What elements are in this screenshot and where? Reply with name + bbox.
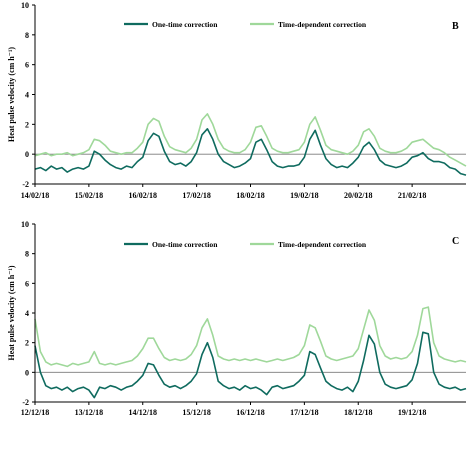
x-tick-label: 18/02/18 bbox=[236, 191, 264, 200]
x-tick-label: 18/12/18 bbox=[344, 408, 372, 417]
legend-label-time-dependent: Time-dependent correction bbox=[278, 240, 367, 249]
x-tick-label: 12/12/18 bbox=[21, 408, 49, 417]
legend-label-time-dependent: Time-dependent correction bbox=[278, 20, 367, 29]
panel-label: C bbox=[452, 236, 459, 247]
x-tick-label: 17/02/18 bbox=[182, 191, 210, 200]
y-tick-label: 6 bbox=[25, 61, 29, 70]
x-tick-label: 15/02/18 bbox=[75, 191, 103, 200]
x-tick-label: 14/02/18 bbox=[21, 191, 49, 200]
x-tick-label: 16/02/18 bbox=[129, 191, 157, 200]
panel-label: B bbox=[452, 21, 459, 32]
y-tick-label: 10 bbox=[21, 1, 29, 10]
y-tick-label: 6 bbox=[25, 279, 29, 288]
chart-panel-c: -2 0 2 4 6 8 10 12/12/18 13/12/18 14/12/18 15/12/1… bbox=[7, 220, 467, 417]
chart-panel-b: -2 0 2 4 6 8 10 14/02/18 15/02/18 16/02/18 17/02/1… bbox=[7, 1, 467, 200]
x-tick-label: 14/12/18 bbox=[129, 408, 157, 417]
series-line-one-time bbox=[34, 331, 467, 399]
x-tick-label: 16/12/18 bbox=[236, 408, 264, 417]
x-tick-label: 19/12/18 bbox=[398, 408, 426, 417]
y-tick-label: 2 bbox=[25, 339, 29, 348]
y-tick-label: 8 bbox=[25, 31, 29, 40]
series-line-one-time bbox=[34, 128, 467, 176]
y-tick-label: -2 bbox=[22, 398, 29, 407]
series-line-time-dependent bbox=[34, 113, 467, 167]
legend-label-one-time: One-time correction bbox=[152, 20, 218, 29]
x-tick-label: 20/02/18 bbox=[344, 191, 372, 200]
y-axis-label: Heat pulse velocity (cm h⁻¹) bbox=[7, 47, 16, 142]
x-tick-label: 19/02/18 bbox=[290, 191, 318, 200]
legend-label-one-time: One-time correction bbox=[152, 240, 218, 249]
series-line-time-dependent bbox=[34, 306, 467, 368]
y-axis-label: Heat pulse velocity (cm h⁻¹) bbox=[7, 265, 16, 360]
y-tick-label: 4 bbox=[25, 309, 29, 318]
y-tick-label: -2 bbox=[22, 180, 29, 189]
y-tick-label: 4 bbox=[25, 91, 29, 100]
y-tick-label: 10 bbox=[21, 220, 29, 229]
y-tick-label: 0 bbox=[25, 368, 29, 377]
x-tick-label: 13/12/18 bbox=[75, 408, 103, 417]
x-tick-label: 15/12/18 bbox=[182, 408, 210, 417]
y-tick-label: 0 bbox=[25, 150, 29, 159]
x-tick-label: 17/12/18 bbox=[290, 408, 318, 417]
y-tick-label: 2 bbox=[25, 120, 29, 129]
y-tick-label: 8 bbox=[25, 250, 29, 259]
x-tick-label: 21/02/18 bbox=[398, 191, 426, 200]
